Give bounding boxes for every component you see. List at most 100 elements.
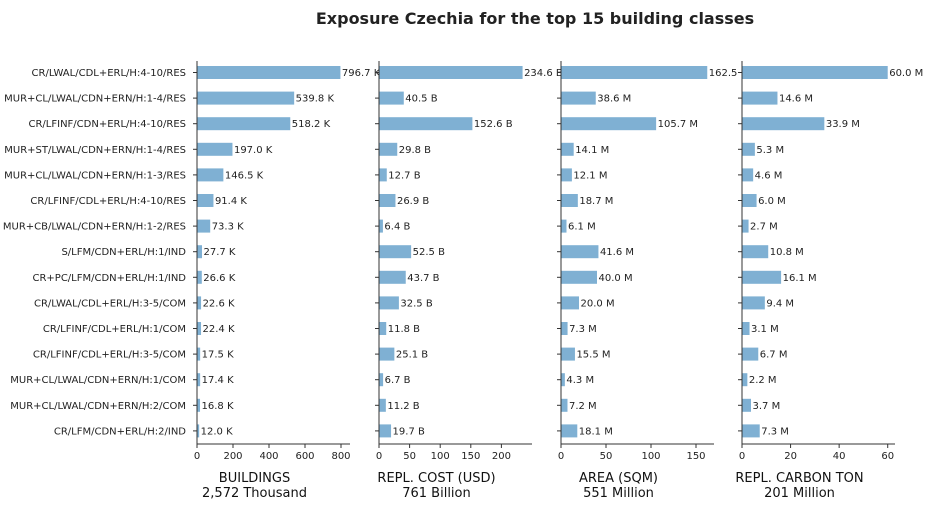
data-label: 6.0 M	[758, 196, 786, 207]
data-label: 2.2 M	[749, 375, 777, 386]
bar	[197, 117, 291, 131]
data-label: 2.7 M	[750, 222, 778, 233]
bar	[561, 117, 657, 131]
bar	[742, 168, 754, 182]
bar	[197, 168, 224, 182]
data-label: 41.6 M	[600, 247, 634, 258]
data-label: 9.4 M	[766, 298, 794, 309]
chart-title: Exposure Czechia for the top 15 building…	[316, 9, 754, 28]
bar	[742, 91, 778, 105]
x-axis-total: 551 Million	[583, 486, 654, 501]
data-label: 25.1 B	[396, 350, 428, 361]
x-tick-label: 150	[686, 451, 705, 462]
bar	[197, 245, 202, 259]
data-label: 7.3 M	[761, 426, 789, 437]
data-label: 32.5 B	[400, 298, 432, 309]
category-label: MUR+CL/LWAL/CDN+ERN/H:1-3/RES	[4, 170, 186, 181]
bar	[742, 117, 825, 131]
category-label: S/LFM/CDN+ERL/H:1/IND	[61, 247, 186, 258]
data-label: 12.1 M	[573, 170, 607, 181]
x-tick-label: 50	[600, 451, 613, 462]
bar	[561, 142, 574, 156]
bar	[379, 142, 398, 156]
data-label: 16.8 K	[202, 401, 234, 412]
bar	[379, 398, 386, 412]
data-label: 17.5 K	[202, 350, 234, 361]
bar	[197, 194, 214, 207]
data-label: 6.7 M	[760, 350, 788, 361]
x-axis-label: REPL. COST (USD)	[377, 471, 495, 486]
data-label: 33.9 M	[826, 119, 860, 130]
data-label: 6.1 M	[568, 222, 596, 233]
bar	[379, 117, 473, 131]
data-label: 14.1 M	[575, 145, 609, 156]
data-label: 12.0 K	[201, 426, 233, 437]
chart-panels: CR/LWAL/CDL+ERL/H:4-10/RES MUR+CL/LWAL/CD…	[3, 61, 923, 501]
data-label: 18.1 M	[579, 426, 613, 437]
bar	[742, 347, 759, 361]
panel-4: 60.0 M 14.6 M 33.9 M 5.3 M 4.6 M 6.0 M 2.7 M 10…	[735, 61, 923, 501]
bar	[561, 373, 565, 387]
x-axis-label: AREA (SQM)	[579, 471, 658, 486]
panel-3: 162.5 M 38.6 M 105.7 M 14.1 M 12.1 M 18.7 M 6.…	[557, 61, 749, 501]
bar	[197, 270, 202, 284]
category-label: CR/LWAL/CDL+ERL/H:4-10/RES	[32, 68, 186, 79]
bar	[379, 373, 384, 387]
data-label: 6.7 B	[385, 375, 411, 386]
data-label: 60.0 M	[889, 68, 923, 79]
x-axis-total: 2,572 Thousand	[202, 486, 307, 501]
bar	[561, 168, 572, 182]
bar	[561, 270, 597, 284]
bar	[742, 398, 751, 412]
x-tick-label: 50	[403, 451, 416, 462]
bar	[742, 66, 888, 79]
bar	[379, 424, 392, 438]
data-label: 73.3 K	[212, 222, 244, 233]
x-tick-label: 200	[223, 451, 242, 462]
data-label: 19.7 B	[393, 426, 425, 437]
x-tick-label: 400	[259, 451, 278, 462]
data-label: 234.6 B	[524, 68, 563, 79]
data-label: 5.3 M	[756, 145, 784, 156]
bar	[561, 194, 578, 207]
panel-2: 234.6 B 40.5 B 152.6 B 29.8 B 12.7 B 26.9 B 6.…	[375, 61, 563, 501]
bar	[742, 270, 782, 284]
data-label: 4.3 M	[566, 375, 594, 386]
bar	[197, 322, 202, 335]
bar	[379, 219, 383, 233]
data-label: 27.7 K	[203, 247, 235, 258]
data-label: 796.7 K	[342, 68, 381, 79]
bar	[561, 347, 575, 361]
bar	[379, 66, 523, 79]
bar	[379, 347, 395, 361]
bar	[197, 398, 201, 412]
x-tick-label: 0	[739, 451, 745, 462]
category-label: CR/LWAL/CDL+ERL/H:3-5/COM	[34, 298, 186, 309]
bar	[561, 219, 567, 233]
x-tick-label: 600	[295, 451, 314, 462]
x-tick-label: 40	[833, 451, 846, 462]
bar	[561, 296, 579, 310]
data-label: 3.7 M	[752, 401, 780, 412]
bar	[742, 373, 748, 387]
data-label: 152.6 B	[474, 119, 513, 130]
data-label: 105.7 M	[658, 119, 698, 130]
x-tick-label: 100	[641, 451, 660, 462]
bar	[379, 245, 412, 259]
data-label: 40.5 B	[405, 94, 437, 105]
category-label: CR+PC/LFM/CDN+ERL/H:1/IND	[32, 273, 186, 284]
data-label: 40.0 M	[599, 273, 633, 284]
bar	[379, 270, 406, 284]
data-label: 26.6 K	[203, 273, 235, 284]
panel-1: 796.7 K 539.8 K 518.2 K 197.0 K 146.5 K 91.4 …	[193, 61, 381, 501]
data-label: 11.2 B	[387, 401, 419, 412]
bar	[379, 322, 387, 335]
x-axis-total: 201 Million	[764, 486, 835, 501]
data-label: 3.1 M	[751, 324, 779, 335]
data-label: 12.7 B	[388, 170, 420, 181]
data-label: 91.4 K	[215, 196, 247, 207]
bar	[561, 91, 596, 105]
data-label: 518.2 K	[292, 119, 331, 130]
category-label: MUR+CL/LWAL/CDN+ERN/H:2/COM	[10, 401, 186, 412]
